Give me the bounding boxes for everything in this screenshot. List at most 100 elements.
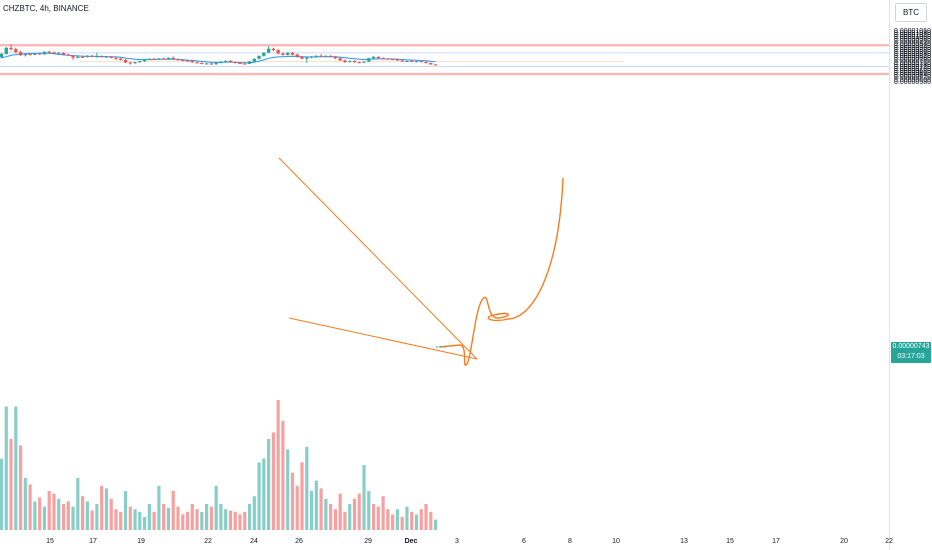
candle-body — [71, 55, 75, 58]
candle — [133, 61, 137, 64]
candle-body — [305, 57, 309, 59]
candle — [71, 54, 75, 61]
support-zone-1[interactable] — [0, 52, 889, 54]
candle — [190, 60, 194, 63]
candle — [266, 46, 271, 54]
candle-body — [352, 61, 357, 63]
time-tick: 29 — [364, 538, 372, 545]
volume-bar — [119, 511, 123, 530]
symbol-title[interactable]: CHZBTC, 4h, BINANCE — [3, 4, 89, 13]
candle — [429, 62, 433, 65]
volume-bar — [267, 439, 271, 530]
candle-body — [281, 53, 285, 55]
forecast-path[interactable] — [438, 177, 564, 366]
support-zone-3[interactable] — [0, 66, 889, 67]
candle-body — [4, 47, 8, 54]
candle — [61, 52, 66, 56]
time-tick: 3 — [455, 538, 459, 545]
candle-body — [433, 64, 438, 66]
candle-body — [381, 58, 385, 60]
price-tick: 0.00000680 — [894, 68, 931, 75]
price-axis-divider — [889, 0, 890, 550]
candle — [238, 62, 242, 65]
volume-bar — [104, 488, 109, 530]
price-tick: 0.00000720 — [894, 63, 931, 71]
volume-bar — [128, 506, 132, 530]
candle — [23, 53, 28, 57]
candle — [52, 51, 56, 55]
volume-bar — [100, 485, 104, 530]
candle-body — [161, 58, 166, 60]
volume-bar — [33, 501, 37, 530]
candle — [171, 56, 175, 60]
price-tick: 0.00000660 — [894, 70, 931, 78]
wedge-lower-trendline[interactable] — [288, 317, 478, 360]
candle-body — [171, 57, 175, 60]
price-tick: 0.00000820 — [894, 53, 931, 61]
currency-label[interactable]: BTC — [895, 3, 927, 22]
volume-bar — [348, 504, 352, 530]
candle — [185, 59, 190, 62]
candle — [18, 50, 23, 56]
volume-bar — [352, 498, 357, 530]
volume-bar — [367, 491, 371, 530]
candle — [357, 61, 361, 64]
candle — [0, 52, 4, 59]
resistance-zone-4[interactable] — [0, 72, 889, 76]
price-tick: 0.00000860 — [894, 49, 931, 56]
candle — [376, 56, 381, 59]
candle-body — [0, 53, 4, 58]
candle — [214, 62, 218, 65]
time-tick: 15 — [726, 538, 734, 545]
volume-bar — [410, 511, 414, 530]
candle-body — [262, 52, 266, 56]
candle-body — [214, 62, 218, 65]
candle-body — [104, 56, 109, 58]
candle-body — [123, 59, 128, 63]
volume-bar — [61, 504, 66, 530]
candle — [262, 52, 266, 57]
volume-bar — [257, 462, 261, 530]
zones-layer — [0, 44, 889, 76]
candle — [176, 58, 180, 61]
volume-bar — [9, 439, 13, 530]
candle — [390, 58, 395, 61]
candle-body — [219, 61, 223, 63]
candle-body — [400, 60, 404, 62]
resistance-zone-0[interactable] — [0, 44, 889, 47]
candle-body — [185, 60, 190, 62]
candle — [142, 59, 147, 62]
drawings-layer[interactable] — [278, 157, 564, 366]
candle-body — [348, 61, 352, 63]
candle-body — [429, 63, 433, 65]
candle-body — [371, 56, 376, 59]
candle-body — [57, 52, 61, 54]
candle — [28, 52, 32, 56]
price-tick: 0.00000760 — [894, 59, 931, 67]
candle — [243, 62, 247, 65]
volume-bar — [66, 501, 70, 530]
candle-body — [419, 61, 423, 63]
candle — [343, 59, 347, 64]
volume-bar — [123, 491, 128, 530]
candle — [181, 59, 185, 62]
candle — [57, 52, 61, 55]
volume-bar — [271, 432, 275, 530]
price-tick: 0.00000800 — [894, 55, 931, 63]
volume-bar — [371, 504, 376, 530]
time-tick: 22 — [885, 538, 893, 545]
candle-body — [209, 63, 214, 65]
volume-bar — [71, 506, 75, 530]
candle — [200, 62, 204, 65]
pivot-zone-2[interactable] — [80, 61, 624, 62]
volume-bar — [314, 480, 318, 530]
volume-bar — [395, 509, 400, 530]
candle — [276, 49, 280, 55]
price-tick: 0.00000880 — [894, 46, 931, 54]
volume-bar — [333, 509, 337, 530]
candle — [138, 60, 142, 63]
candle-body — [247, 61, 252, 64]
candle — [209, 62, 214, 65]
wedge-upper-trendline[interactable] — [278, 157, 478, 360]
